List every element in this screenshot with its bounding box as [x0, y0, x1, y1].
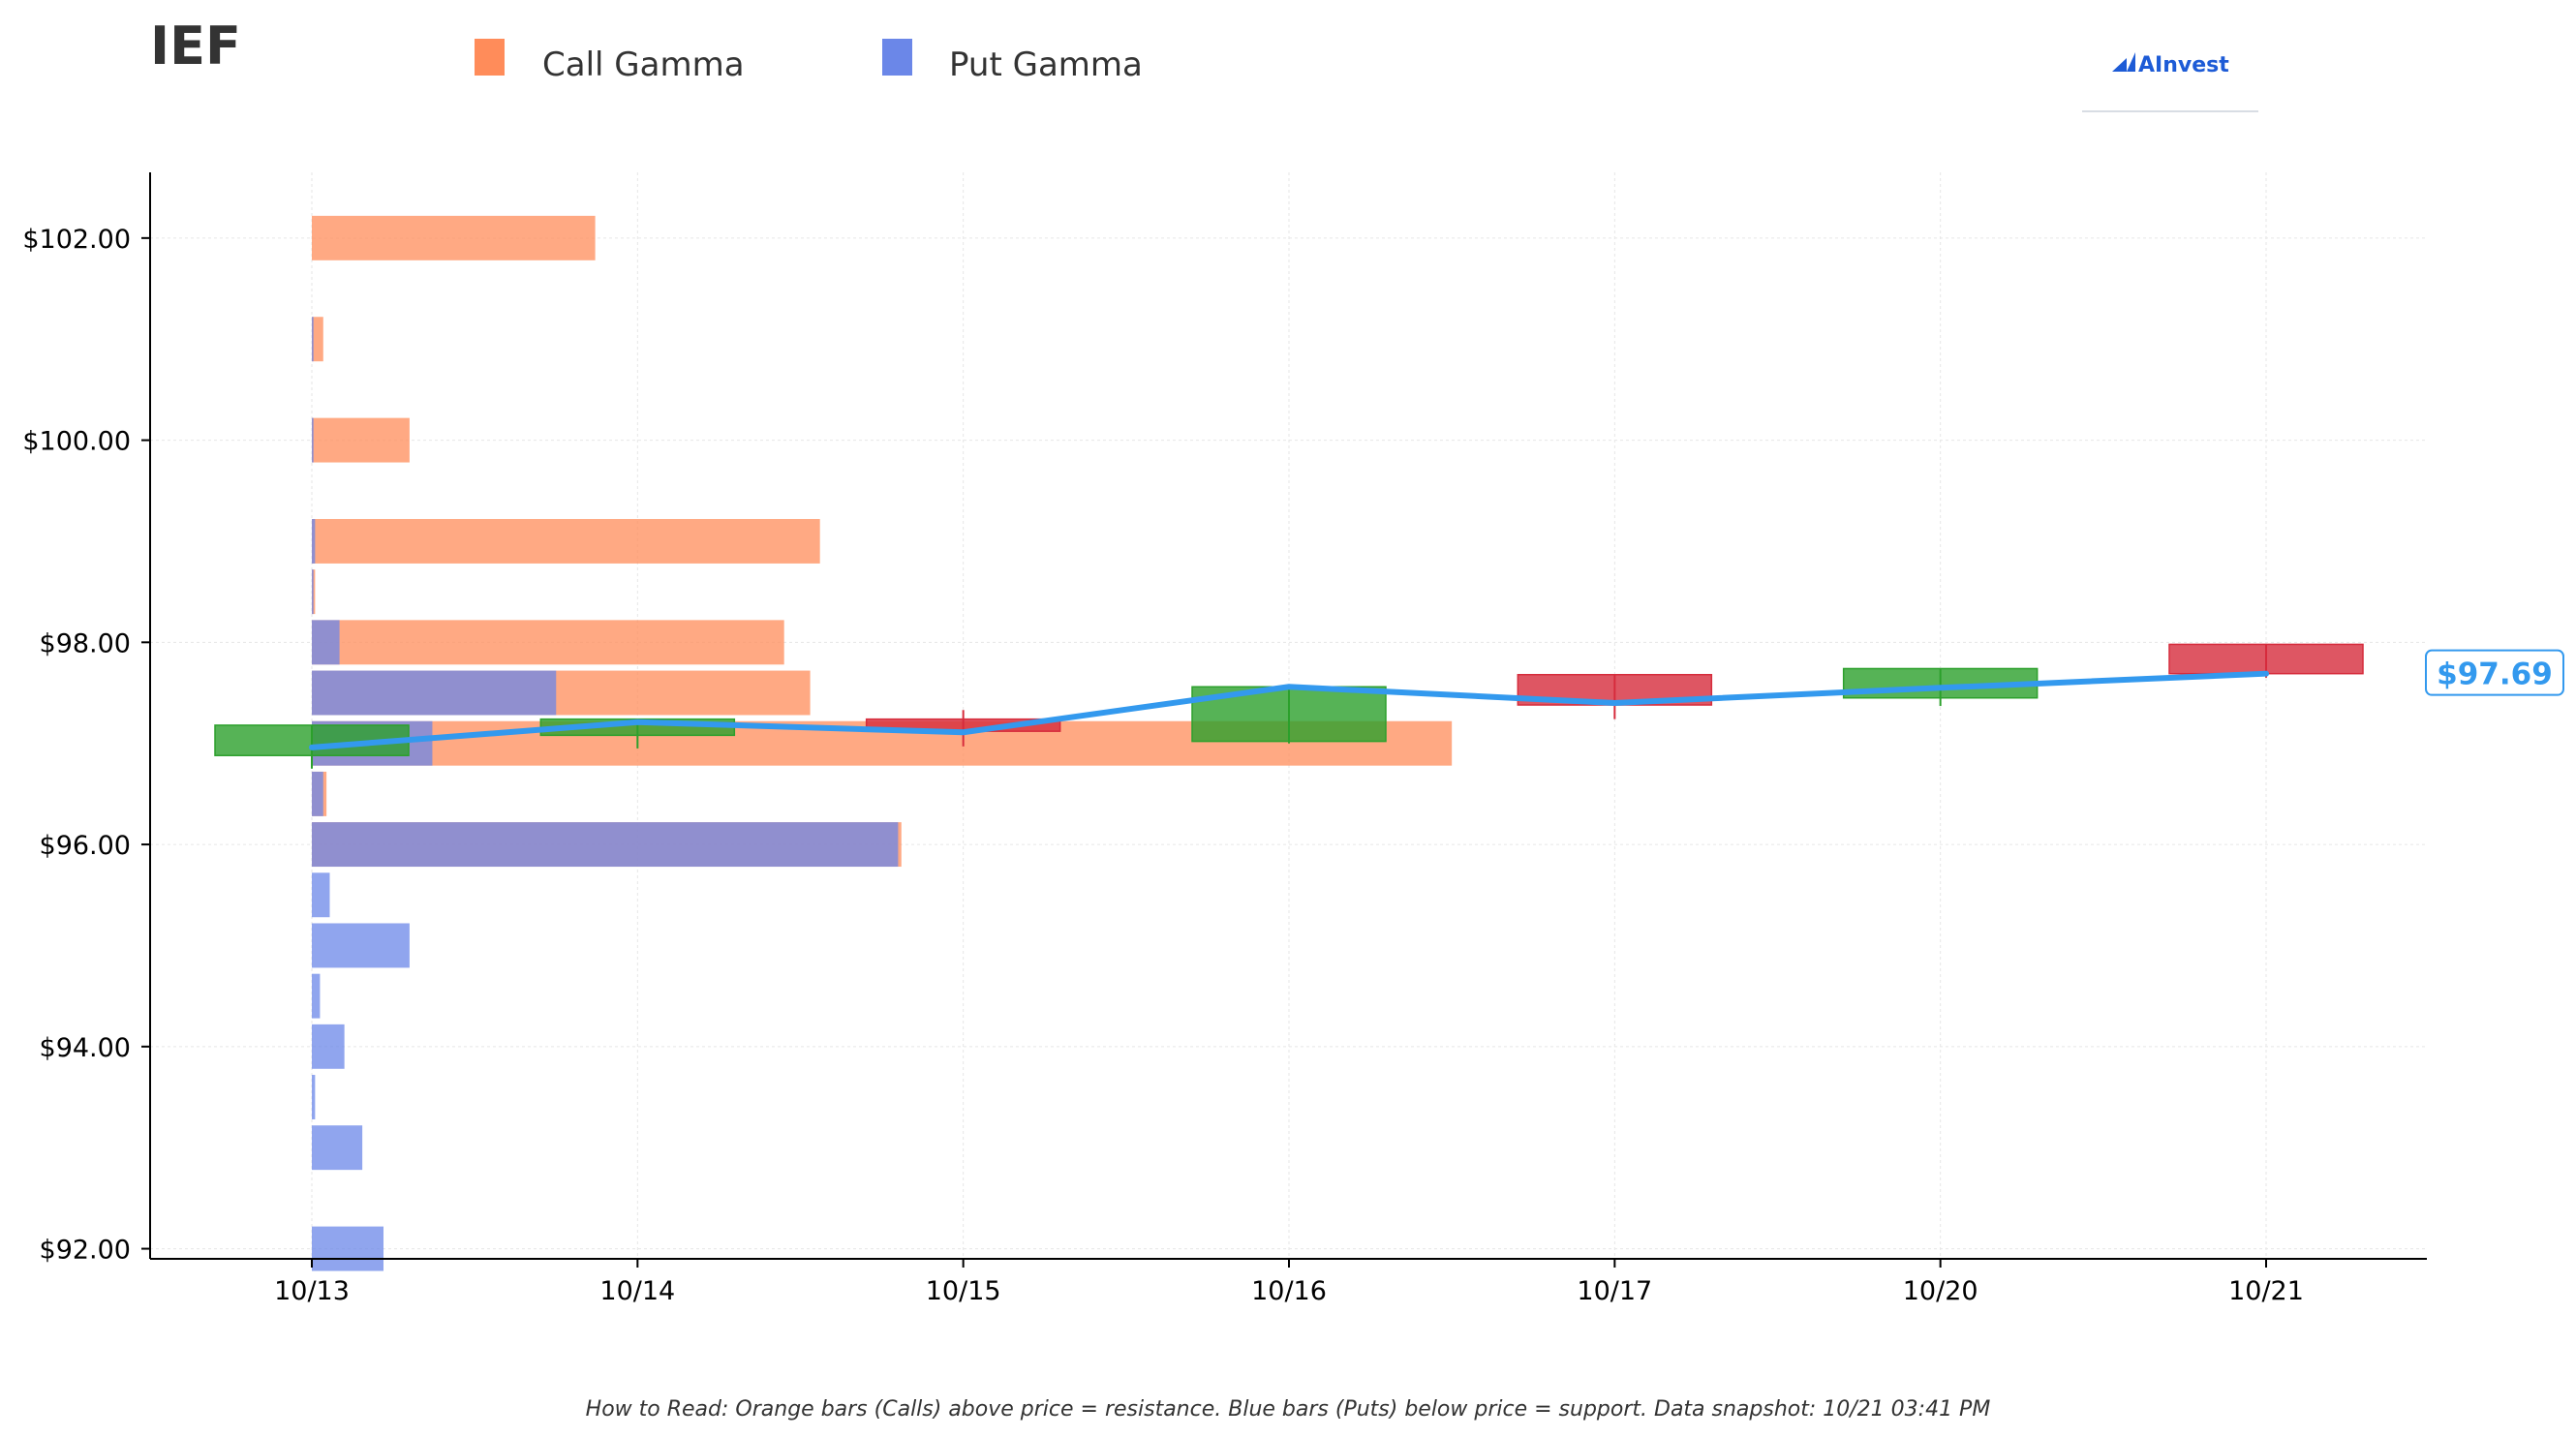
ainvest-logo: AInvest: [2082, 52, 2258, 112]
put-gamma-bar: [312, 1226, 383, 1271]
last-price-label: $97.69: [2437, 657, 2553, 692]
call-gamma-bar: [312, 215, 596, 260]
price-line-layer: [309, 670, 2269, 750]
put-gamma-bar: [312, 417, 314, 463]
call-gamma-bar: [312, 417, 410, 463]
put-gamma-bar: [312, 1125, 363, 1171]
call-gamma-bar: [312, 518, 820, 564]
gamma-bars: [312, 215, 1453, 1271]
price-line: [309, 670, 2269, 750]
price-label-layer: $97.69: [2425, 649, 2564, 696]
ticker-title: IEF: [150, 15, 241, 76]
ainvest-logo-icon: [2112, 52, 2135, 72]
put-gamma-bar: [312, 872, 330, 918]
y-tick-label: $98.00: [40, 628, 131, 658]
call-gamma-bar: [312, 317, 323, 362]
put-gamma-bar: [312, 923, 410, 968]
legend-swatch-put: [882, 39, 912, 76]
put-gamma-bar: [312, 973, 321, 1019]
put-gamma-bar: [312, 670, 557, 716]
put-gamma-bar: [312, 620, 340, 665]
candle-body: [2168, 643, 2364, 675]
footer-note: How to Read: Orange bars (Calls) above p…: [586, 1397, 1991, 1422]
x-tick-label: 10/14: [599, 1276, 675, 1306]
put-gamma-bar: [312, 317, 314, 362]
last-price-badge: [2425, 649, 2564, 696]
x-tick-label: 10/21: [2228, 1276, 2304, 1306]
call-gamma-bar: [312, 620, 784, 665]
x-tick-label: 10/17: [1577, 1276, 1652, 1306]
legend-label-call: Call Gamma: [542, 46, 745, 84]
put-gamma-bar: [312, 1075, 316, 1119]
put-gamma-bar: [312, 1024, 345, 1069]
put-gamma-bar: [312, 771, 323, 816]
x-tick-label: 10/16: [1251, 1276, 1327, 1306]
x-tick-label: 10/13: [274, 1276, 350, 1306]
legend-label-put: Put Gamma: [949, 46, 1143, 84]
x-tick-label: 10/15: [926, 1276, 1001, 1306]
ainvest-logo-text: AInvest: [2138, 53, 2229, 77]
put-gamma-bar: [312, 822, 899, 868]
put-gamma-bar: [312, 518, 316, 564]
y-tick-label: $92.00: [40, 1236, 131, 1266]
axes: $92.00 $94.00 $96.00 $98.00 $100.00 $102.00 10…: [22, 172, 2427, 1306]
legend-swatch-call: [475, 39, 505, 76]
put-gamma-bar: [312, 569, 314, 615]
y-tick-label: $102.00: [22, 225, 131, 255]
y-tick-label: $94.00: [40, 1033, 131, 1063]
y-tick-label: $100.00: [22, 427, 131, 457]
y-tick-label: $96.00: [40, 831, 131, 861]
x-tick-label: 10/20: [1903, 1276, 1978, 1306]
legend: Call Gamma Put Gamma: [475, 39, 1143, 84]
